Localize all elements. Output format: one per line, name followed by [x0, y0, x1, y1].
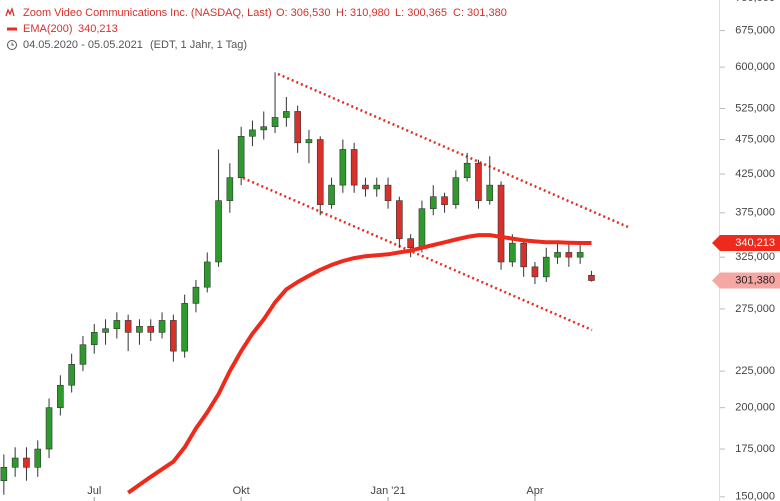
x-tick-label: Jul — [87, 485, 101, 497]
price-tag-label: 340,213 — [735, 237, 775, 249]
candle-body — [486, 184, 494, 201]
y-tick-label: 275,000 — [735, 303, 775, 315]
candle-body — [497, 184, 505, 263]
candle-body — [158, 320, 166, 333]
candle-body — [203, 261, 211, 288]
title: Zoom Video Communications Inc. (NASDAQ, … — [23, 7, 272, 19]
candle-body — [57, 384, 64, 408]
clock-hand — [11, 42, 14, 46]
candle-body — [441, 196, 448, 205]
candle-body — [305, 139, 313, 144]
price-tag — [712, 234, 780, 251]
ohlc-label: L: 300,365 — [395, 7, 447, 19]
candle-body — [373, 184, 381, 190]
y-tick-label: 525,000 — [735, 102, 775, 114]
x-tick-label: Apr — [526, 485, 543, 497]
candle-body — [147, 326, 155, 333]
candle-body — [170, 320, 177, 352]
candle-body — [384, 184, 392, 201]
candle-body — [11, 457, 19, 468]
candle-body — [215, 200, 222, 263]
ema-line — [127, 233, 592, 495]
candle-body — [418, 208, 426, 249]
trend-lines — [242, 72, 629, 332]
price-tag-label: 301,380 — [735, 274, 775, 286]
candle-body — [350, 149, 358, 186]
candle-body — [463, 162, 471, 178]
y-tick-label: 325,000 — [735, 251, 775, 263]
candle-body — [294, 111, 301, 144]
candle-body — [102, 328, 109, 333]
legend-value: 340,213 — [78, 23, 118, 35]
candle-body — [79, 344, 87, 365]
y-tick-label: 600,000 — [735, 61, 775, 73]
y-tick-label: 425,000 — [735, 168, 775, 180]
candle-body — [237, 135, 245, 178]
candle-body — [45, 407, 53, 450]
candle-body — [90, 332, 98, 346]
candle-body — [565, 252, 573, 258]
y-tick-label: 750,000 — [735, 0, 775, 4]
candle-body — [0, 466, 8, 482]
candle-body — [283, 111, 290, 118]
candle-body — [34, 448, 42, 468]
y-tick-label: 675,000 — [735, 24, 775, 36]
candle-body — [181, 303, 188, 352]
x-tick-label: Okt — [233, 485, 250, 497]
ohlc-label: O: 306,530 — [276, 7, 330, 19]
candle-body — [531, 266, 539, 278]
candle-body — [396, 200, 403, 239]
candle-body — [124, 320, 132, 333]
trend-line — [277, 72, 629, 229]
legend-label: EMA(200) — [23, 23, 73, 35]
candle-body — [249, 129, 256, 137]
candle-body — [452, 177, 460, 205]
candle-body — [23, 457, 30, 468]
candle-body — [339, 149, 347, 186]
candle-body — [362, 184, 369, 190]
plot — [0, 72, 595, 495]
y-tick-label: 175,000 — [735, 443, 775, 455]
y-tick-label: 150,000 — [735, 491, 775, 501]
candle-body — [588, 274, 595, 281]
candle-body — [136, 326, 143, 333]
candle-body — [316, 139, 324, 205]
candle-body — [407, 238, 414, 249]
candle-body — [113, 320, 121, 330]
candle-body — [260, 126, 268, 131]
y-tick-label: 200,000 — [735, 402, 775, 414]
candle-icon — [5, 6, 15, 17]
legend: Zoom Video Communications Inc. (NASDAQ, … — [5, 6, 507, 51]
candle-body — [554, 252, 561, 258]
y-tick-label: 225,000 — [735, 365, 775, 377]
candle-body — [542, 256, 550, 278]
ohlc-label: C: 301,380 — [453, 7, 507, 19]
candle-body — [192, 286, 200, 304]
y-tick-label: 375,000 — [735, 207, 775, 219]
candle-body — [328, 184, 335, 205]
candle-body — [509, 242, 516, 263]
candle-body — [68, 364, 75, 386]
trend-line — [242, 176, 593, 332]
candle-body — [520, 242, 527, 268]
ema-icon — [7, 27, 17, 31]
price-tag — [712, 272, 780, 289]
y-tick-label: 475,000 — [735, 133, 775, 145]
candle-body — [475, 162, 482, 201]
clock-icon — [7, 40, 17, 50]
candle-body — [271, 117, 279, 128]
candle-body — [429, 196, 437, 209]
candle-body — [576, 252, 584, 258]
x-tick-label: Jan '21 — [370, 485, 405, 497]
candle-body — [226, 177, 234, 201]
period: 04.05.2020 - 05.05.2021 — [23, 39, 143, 51]
period-note: (EDT, 1 Jahr, 1 Tag) — [150, 39, 247, 51]
ohlc-label: H: 310,980 — [336, 7, 390, 19]
